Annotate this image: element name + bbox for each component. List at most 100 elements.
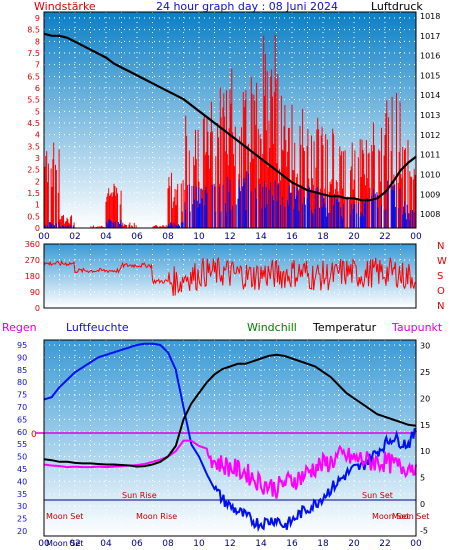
pressure-tick-3: 1011 [420, 151, 440, 160]
compass-label-0: N [437, 241, 444, 252]
sun-rise-label: Sun Rise [122, 491, 157, 500]
humidity-tick-11: 75 [17, 391, 27, 400]
pressure-axis-label: Luftdruck [371, 0, 423, 13]
temperature-tick-4: 15 [420, 421, 430, 430]
temperature-ticks: -5 0 5 10 15 20 25 30 [420, 341, 430, 535]
p1-hour-7: 14 [255, 232, 267, 242]
pressure-tick-1: 1009 [420, 190, 440, 199]
wind-tick-15: 7.5 [27, 49, 40, 58]
p3-hour-10: 20 [348, 539, 360, 549]
p1-hour-3: 06 [131, 232, 143, 242]
p3-hour-11: 22 [379, 539, 390, 549]
wind-tick-13: 6.5 [27, 72, 40, 81]
panel1-hour-ticks: 00 02 04 06 08 10 12 14 16 18 20 22 00 [38, 232, 422, 242]
temperature-tick-1: 0 [420, 500, 425, 509]
direction-tick-0: 0 [35, 304, 40, 313]
pressure-wind-panel: Windstärke 24 hour graph day : 08 Juni 2… [27, 0, 440, 242]
wind-tick-16: 8 [35, 37, 40, 46]
direction-tick-4: 360 [25, 240, 40, 249]
pressure-tick-9: 1017 [420, 32, 440, 41]
direction-tick-1: 90 [30, 288, 40, 297]
wind-direction-series [43, 256, 416, 296]
p1-hour-0: 00 [38, 232, 50, 242]
wind-tick-17: 8.5 [27, 26, 40, 35]
temperature-tick-7: 30 [420, 341, 430, 350]
wind-tick-4: 2 [35, 177, 40, 186]
wind-series [43, 34, 416, 228]
wind-tick-0: 0 [35, 224, 40, 233]
wind-tick-12: 6 [35, 84, 40, 93]
p1-hour-9: 18 [317, 232, 329, 242]
direction-tick-2: 180 [25, 272, 40, 281]
zero-degree-marker: 0 [31, 430, 37, 440]
rain-label: Regen [2, 321, 37, 334]
humidity-label: Luftfeuchte [66, 321, 129, 334]
p3-hour-6: 12 [224, 539, 235, 549]
p3-hour-1: 02 [69, 539, 80, 549]
temperature-tick-0: -5 [420, 527, 428, 536]
compass-label-1: W [437, 256, 447, 267]
moon-set-label-3: Moon Set [372, 512, 409, 521]
humidity-tick-9: 65 [17, 415, 27, 424]
humidity-tick-13: 85 [17, 366, 27, 375]
wind-tick-5: 2.5 [27, 166, 40, 175]
moon-set-label-2: Moon Set [392, 512, 429, 521]
p3-hour-2: 04 [100, 539, 112, 549]
humidity-tick-6: 50 [17, 453, 27, 462]
direction-tick-3: 270 [25, 256, 40, 265]
humidity-tick-5: 45 [17, 465, 27, 474]
humidity-tick-1: 25 [17, 515, 27, 524]
pressure-tick-0: 1008 [420, 210, 440, 219]
dewpoint-line [43, 439, 417, 499]
dewpoint-label: Taupunkt [391, 321, 443, 334]
temperature-tick-3: 10 [420, 447, 430, 456]
p3-hour-3: 06 [131, 539, 143, 549]
p1-hour-2: 04 [100, 232, 112, 242]
p1-hour-12: 00 [410, 232, 422, 242]
p1-hour-10: 20 [348, 232, 360, 242]
panel3-grid [44, 340, 416, 536]
wind-tick-14: 7 [35, 61, 40, 70]
temperature-line [43, 353, 417, 468]
pressure-tick-2: 1010 [420, 170, 440, 179]
p1-hour-6: 12 [224, 232, 235, 242]
moon-set-label-1: Moon Set [46, 512, 83, 521]
p3-hour-7: 14 [255, 539, 267, 549]
pressure-tick-7: 1015 [420, 71, 440, 80]
p3-hour-4: 08 [162, 539, 174, 549]
humidity-tick-4: 40 [17, 477, 27, 486]
p3-hour-9: 18 [317, 539, 329, 549]
compass-label-4: N [437, 301, 444, 312]
temperature-tick-6: 25 [420, 368, 430, 377]
compass-label-3: O [437, 286, 445, 297]
pressure-tick-8: 1016 [420, 52, 440, 61]
wind-tick-2: 1 [35, 201, 40, 210]
wind-tick-8: 4 [35, 131, 40, 140]
p3-hour-8: 16 [286, 539, 298, 549]
humidity-tick-0: 20 [17, 527, 27, 536]
direction-degree-ticks: 0 90 180 270 360 [25, 240, 40, 313]
moon-rise-label: Moon Rise [136, 512, 177, 521]
p1-hour-4: 08 [162, 232, 174, 242]
windchill-label: Windchill [247, 321, 297, 334]
humidity-tick-2: 30 [17, 502, 27, 511]
wind-tick-6: 3 [35, 154, 40, 163]
pressure-ticks: 1008 1009 1010 1011 1012 1013 1014 1015 1016 1017… [420, 12, 440, 219]
humidity-tick-3: 35 [17, 490, 27, 499]
sun-set-label: Sun Set [362, 491, 393, 500]
humidity-tick-14: 90 [17, 353, 27, 362]
pressure-tick-4: 1012 [420, 131, 440, 140]
wind-tick-3: 1.5 [27, 189, 40, 198]
p3-hour-0: 00 [38, 539, 50, 549]
panel3-hour-ticks: 00 02 04 06 08 10 12 14 16 18 20 22 00 [38, 539, 422, 549]
panel2-frame [43, 243, 417, 309]
pressure-line [43, 32, 417, 202]
humidity-tick-8: 60 [17, 428, 27, 437]
p1-hour-5: 10 [193, 232, 205, 242]
temperature-humidity-panel: Regen Luftfeuchte Windchill Temperatur T… [2, 321, 443, 549]
wind-tick-10: 5 [35, 107, 40, 116]
temperature-label: Temperatur [312, 321, 377, 334]
